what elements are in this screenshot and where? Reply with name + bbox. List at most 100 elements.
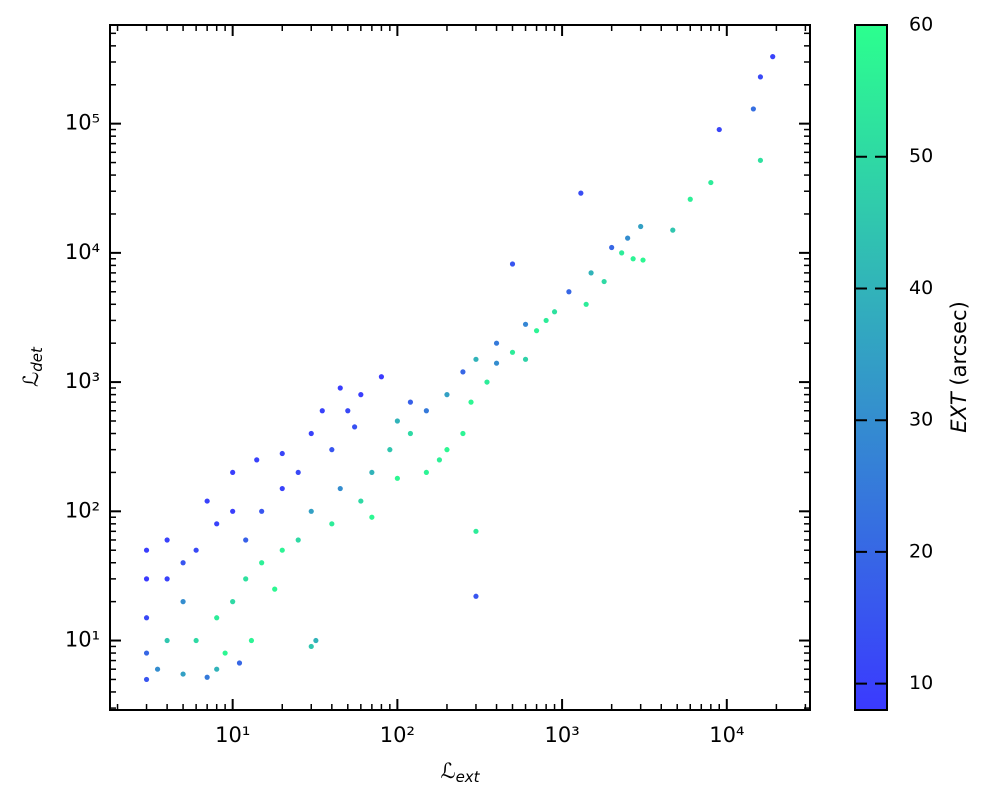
colorbar-label-unit: (arcsec) bbox=[947, 301, 971, 385]
point bbox=[236, 660, 243, 666]
point bbox=[214, 666, 220, 672]
point bbox=[583, 301, 589, 307]
point bbox=[143, 676, 150, 683]
colorbar-tick-label: 20 bbox=[909, 540, 933, 562]
colorbar-label-symbol: EXT bbox=[947, 390, 971, 433]
point bbox=[369, 469, 375, 476]
point bbox=[770, 54, 776, 60]
point bbox=[460, 369, 466, 375]
point bbox=[154, 666, 161, 672]
point bbox=[259, 560, 265, 566]
point bbox=[640, 257, 646, 263]
point bbox=[369, 514, 375, 520]
x-label-symbol: ℒ bbox=[440, 759, 455, 783]
colorbar-tick-label: 10 bbox=[909, 672, 933, 694]
point bbox=[757, 74, 764, 80]
point bbox=[533, 328, 540, 334]
point bbox=[625, 235, 631, 241]
point bbox=[164, 537, 170, 543]
point bbox=[407, 430, 414, 437]
point bbox=[601, 278, 607, 285]
point bbox=[670, 227, 676, 233]
point bbox=[345, 408, 351, 414]
point bbox=[522, 356, 529, 362]
point bbox=[394, 418, 400, 424]
point bbox=[295, 469, 301, 476]
point bbox=[193, 637, 199, 644]
x-tick-label: 10² bbox=[380, 723, 415, 747]
point bbox=[222, 650, 228, 656]
point bbox=[387, 447, 393, 453]
point bbox=[566, 289, 572, 295]
point bbox=[468, 399, 474, 405]
point bbox=[352, 424, 358, 430]
x-label-subscript: ext bbox=[456, 768, 481, 786]
point bbox=[444, 447, 450, 453]
point bbox=[473, 356, 479, 362]
y-label-symbol: ℒ bbox=[19, 372, 43, 387]
point bbox=[509, 261, 516, 267]
x-tick-label: 10¹ bbox=[215, 723, 250, 747]
point bbox=[460, 430, 466, 437]
point bbox=[407, 399, 414, 405]
point bbox=[716, 126, 722, 133]
colorbar-tick-label: 50 bbox=[909, 145, 933, 167]
point bbox=[214, 521, 220, 527]
point bbox=[180, 671, 186, 677]
point bbox=[509, 349, 516, 355]
point bbox=[423, 469, 429, 476]
y-tick-label: 10¹ bbox=[65, 628, 100, 652]
point bbox=[204, 674, 210, 680]
point bbox=[522, 321, 529, 327]
point bbox=[750, 106, 756, 112]
point bbox=[143, 547, 150, 553]
point bbox=[378, 374, 385, 380]
point bbox=[243, 576, 249, 582]
point bbox=[493, 340, 500, 346]
point bbox=[329, 521, 335, 527]
point bbox=[638, 223, 644, 230]
point bbox=[473, 593, 479, 599]
point bbox=[493, 360, 500, 366]
point bbox=[279, 485, 285, 492]
point bbox=[687, 196, 693, 202]
x-tick-label: 10³ bbox=[545, 723, 580, 747]
point bbox=[248, 637, 255, 644]
point bbox=[143, 615, 150, 621]
point bbox=[308, 430, 314, 437]
point bbox=[337, 385, 343, 391]
point bbox=[319, 408, 325, 414]
colorbar bbox=[854, 24, 888, 711]
point bbox=[423, 408, 429, 414]
point bbox=[193, 547, 199, 553]
point bbox=[619, 250, 625, 256]
point bbox=[313, 637, 319, 644]
point bbox=[279, 547, 285, 553]
point bbox=[578, 190, 584, 196]
point bbox=[143, 576, 150, 582]
point bbox=[308, 508, 314, 514]
point bbox=[254, 457, 260, 463]
point bbox=[757, 157, 764, 163]
y-axis-label: ℒdet bbox=[19, 346, 46, 387]
point bbox=[329, 447, 335, 453]
point bbox=[708, 179, 714, 186]
point bbox=[204, 498, 210, 504]
point bbox=[243, 537, 249, 543]
point bbox=[230, 508, 236, 514]
point bbox=[551, 309, 558, 315]
point bbox=[337, 485, 343, 492]
point bbox=[214, 615, 220, 621]
y-tick-label: 10² bbox=[65, 498, 100, 522]
point bbox=[180, 560, 186, 566]
point bbox=[609, 244, 615, 251]
point bbox=[164, 576, 170, 582]
y-tick-label: 10³ bbox=[65, 369, 100, 393]
point bbox=[358, 392, 364, 398]
point bbox=[358, 498, 364, 504]
point bbox=[143, 650, 150, 656]
point bbox=[272, 586, 278, 592]
colorbar-tick-label: 40 bbox=[909, 277, 933, 299]
colorbar-tick-label: 60 bbox=[909, 14, 933, 36]
